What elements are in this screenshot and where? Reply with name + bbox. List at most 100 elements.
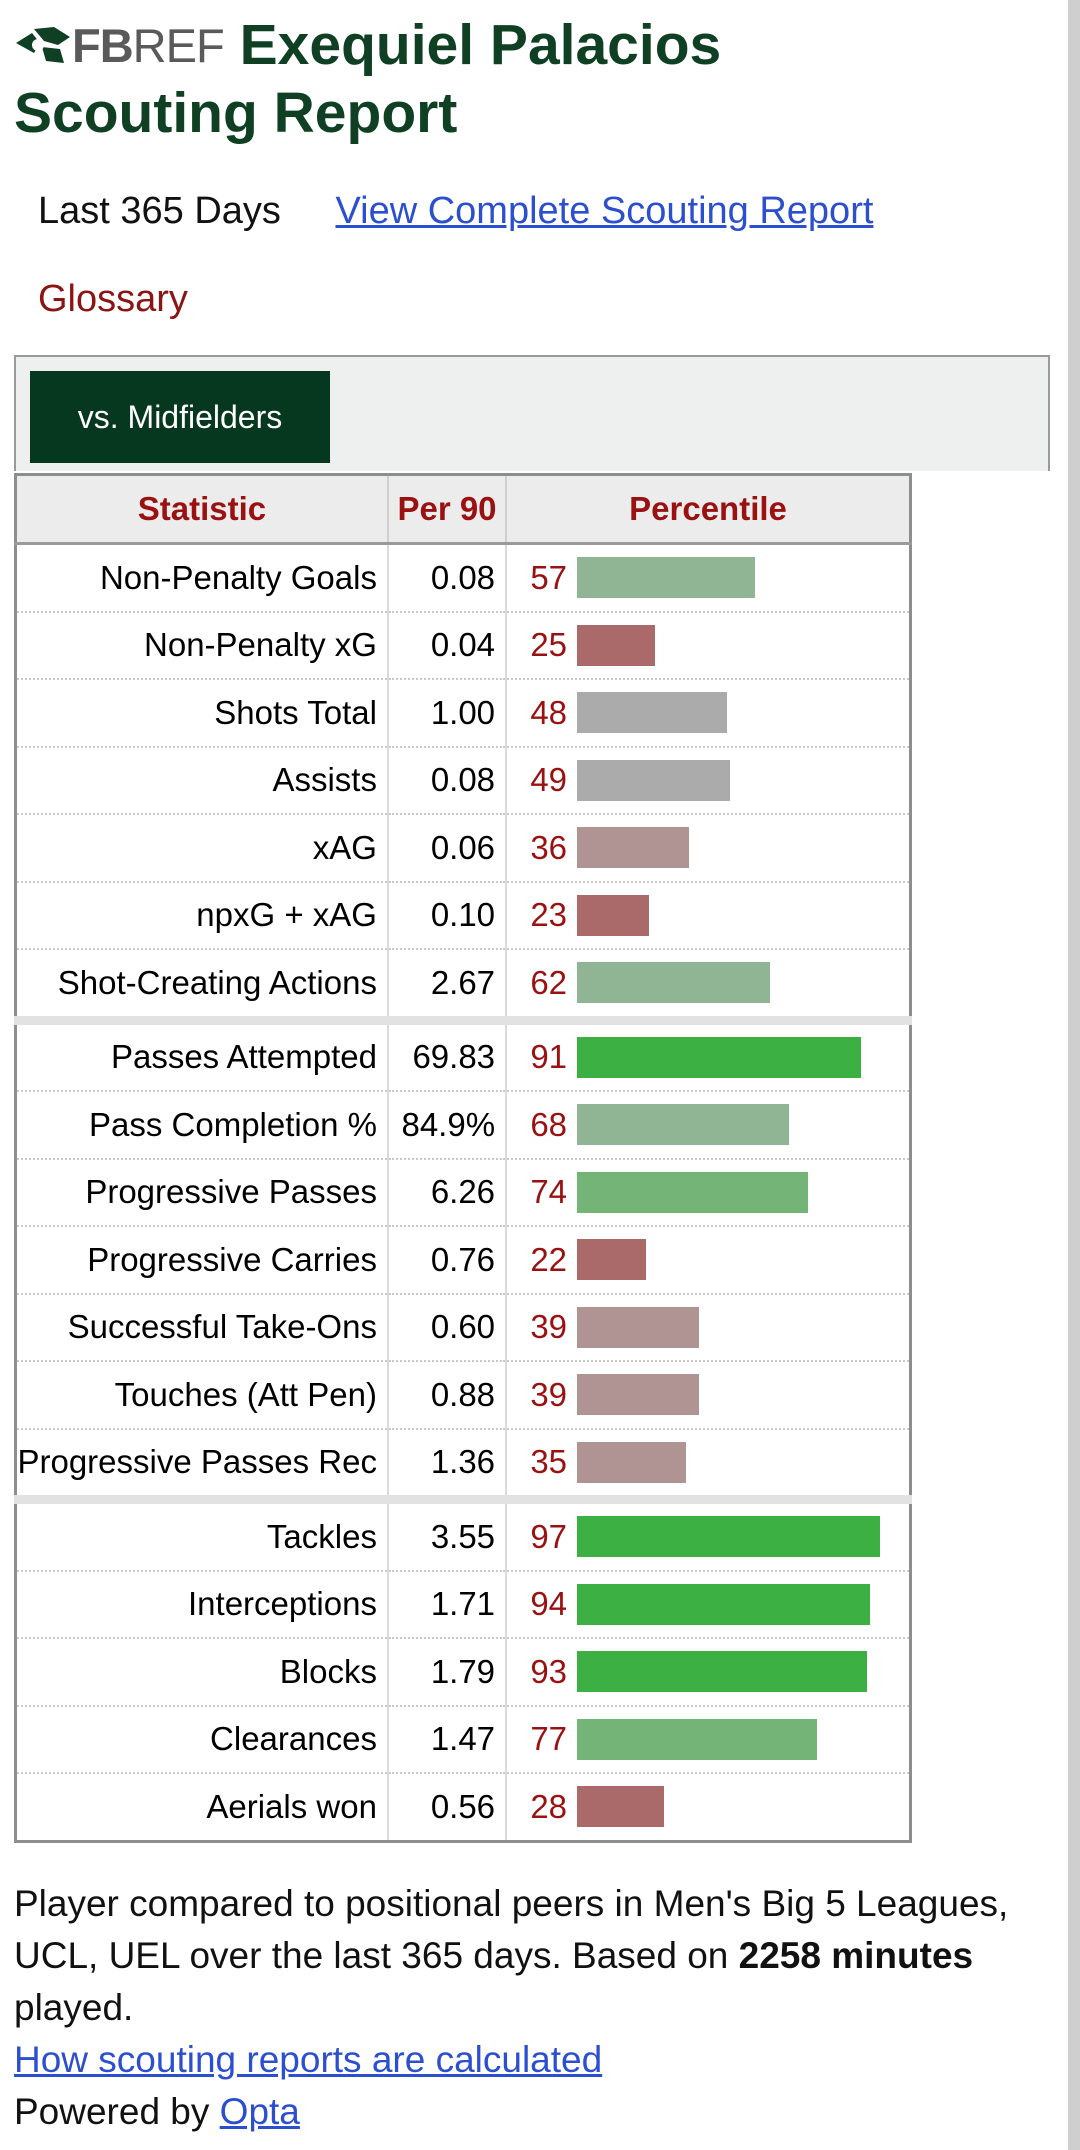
stat-name: Progressive Passes: [15, 1158, 389, 1227]
per90-value: 1.47: [387, 1705, 508, 1774]
header-percentile[interactable]: Percentile: [506, 474, 912, 545]
table-row: xAG 0.06 36: [15, 814, 911, 883]
stat-name: Pass Completion %: [15, 1091, 389, 1160]
table-row: Passes Attempted 69.83 91: [15, 1015, 911, 1092]
per90-value: 0.08: [387, 746, 508, 815]
percentile-cell: 23: [506, 881, 911, 950]
percentile-cell: 68: [506, 1091, 911, 1160]
percentile-value: 68: [530, 1105, 568, 1143]
stat-name: Non-Penalty xG: [15, 611, 389, 680]
stat-name: Blocks: [15, 1638, 389, 1707]
fbref-logo[interactable]: FB REF: [14, 18, 225, 73]
table-row: Successful Take-Ons 0.60 39: [15, 1293, 911, 1362]
percentile-bar: [577, 1104, 790, 1146]
table-header-row: Statistic Per 90 Percentile: [15, 474, 912, 545]
header-per90[interactable]: Per 90: [387, 474, 508, 545]
complete-report-link[interactable]: View Complete Scouting Report: [335, 190, 874, 232]
period-label: Last 365 Days: [38, 190, 281, 232]
table-row: Interceptions 1.71 94: [15, 1570, 911, 1639]
table-row: Shot-Creating Actions 2.67 62: [15, 949, 911, 1021]
percentile-cell: 39: [506, 1293, 911, 1362]
footer-text-2: played.: [14, 1987, 134, 2028]
percentile-bar: [577, 759, 731, 801]
stat-name: Shot-Creating Actions: [15, 949, 389, 1021]
stat-name: Tackles: [15, 1495, 389, 1572]
glossary-link[interactable]: Glossary: [38, 278, 188, 320]
scouting-table: Statistic Per 90 Percentile Non-Penalty …: [14, 473, 912, 1843]
per90-value: 1.79: [387, 1638, 508, 1707]
per90-value: 2.67: [387, 949, 508, 1021]
percentile-value: 23: [530, 896, 568, 934]
percentile-value: 62: [530, 963, 568, 1001]
per90-value: 69.83: [387, 1015, 508, 1092]
percentile-value: 48: [530, 693, 568, 731]
percentile-cell: 93: [506, 1638, 911, 1707]
table-body: Non-Penalty Goals 0.08 57 Non-Penalty xG 0.0…: [15, 543, 911, 1842]
stat-name: Aerials won: [15, 1773, 389, 1842]
percentile-bar: [577, 1718, 818, 1760]
page-scrollbar[interactable]: [1068, 0, 1080, 2150]
percentile-cell: 77: [506, 1705, 911, 1774]
stat-name: Non-Penalty Goals: [15, 543, 389, 613]
subnav: Last 365 Days View Complete Scouting Rep…: [38, 190, 873, 233]
table-row: Assists 0.08 49: [15, 746, 911, 815]
percentile-value: 49: [530, 761, 568, 799]
table-row: Blocks 1.79 93: [15, 1638, 911, 1707]
percentile-cell: 62: [506, 949, 911, 1021]
percentile-value: 35: [530, 1443, 568, 1481]
opta-link[interactable]: Opta: [219, 2091, 300, 2132]
fbref-logo-icon: [16, 27, 70, 63]
percentile-cell: 22: [506, 1226, 911, 1295]
table-row: Clearances 1.47 77: [15, 1705, 911, 1774]
per90-value: 84.9%: [387, 1091, 508, 1160]
percentile-value: 36: [530, 828, 568, 866]
per90-value: 0.04: [387, 611, 508, 680]
percentile-bar: [577, 1036, 862, 1078]
percentile-value: 25: [530, 626, 568, 664]
table-row: Non-Penalty xG 0.04 25: [15, 611, 911, 680]
table-row: Progressive Carries 0.76 22: [15, 1226, 911, 1295]
percentile-value: 39: [530, 1375, 568, 1413]
percentile-cell: 35: [506, 1428, 911, 1501]
percentile-value: 39: [530, 1308, 568, 1346]
percentile-bar: [577, 1786, 665, 1828]
per90-value: 0.10: [387, 881, 508, 950]
percentile-cell: 74: [506, 1158, 911, 1227]
percentile-bar: [577, 1374, 700, 1416]
percentile-cell: 57: [506, 543, 911, 613]
percentile-cell: 25: [506, 611, 911, 680]
table-row: Shots Total 1.00 48: [15, 679, 911, 748]
calculation-link[interactable]: How scouting reports are calculated: [14, 2039, 603, 2080]
percentile-bar: [577, 1651, 868, 1693]
table-row: Progressive Passes 6.26 74: [15, 1158, 911, 1227]
percentile-value: 97: [530, 1517, 568, 1555]
stat-name: xAG: [15, 814, 389, 883]
stat-name: Shots Total: [15, 679, 389, 748]
page-title-line1: Exequiel Palacios: [239, 13, 722, 77]
stat-name: Passes Attempted: [15, 1015, 389, 1092]
percentile-bar: [577, 1441, 687, 1483]
percentile-bar: [577, 827, 690, 869]
per90-value: 3.55: [387, 1495, 508, 1572]
per90-value: 1.36: [387, 1428, 508, 1501]
percentile-bar: [577, 1306, 700, 1348]
per90-value: 1.71: [387, 1570, 508, 1639]
percentile-value: 74: [530, 1173, 568, 1211]
percentile-cell: 39: [506, 1361, 911, 1430]
page-title-line2: Scouting Report: [14, 81, 458, 145]
table-row: Pass Completion % 84.9% 68: [15, 1091, 911, 1160]
per90-value: 6.26: [387, 1158, 508, 1227]
percentile-cell: 91: [506, 1015, 911, 1092]
percentile-cell: 48: [506, 679, 911, 748]
percentile-value: 93: [530, 1652, 568, 1690]
percentile-bar: [577, 557, 756, 599]
percentile-cell: 49: [506, 746, 911, 815]
tab-vs-midfielders[interactable]: vs. Midfielders: [30, 371, 330, 463]
percentile-cell: 36: [506, 814, 911, 883]
header-statistic[interactable]: Statistic: [15, 474, 389, 545]
logo-ref-text: REF: [132, 18, 225, 72]
percentile-bar: [577, 1239, 647, 1281]
stat-name: Progressive Carries: [15, 1226, 389, 1295]
footer-note: Player compared to positional peers in M…: [14, 1878, 1054, 2138]
stat-name: Successful Take-Ons: [15, 1293, 389, 1362]
